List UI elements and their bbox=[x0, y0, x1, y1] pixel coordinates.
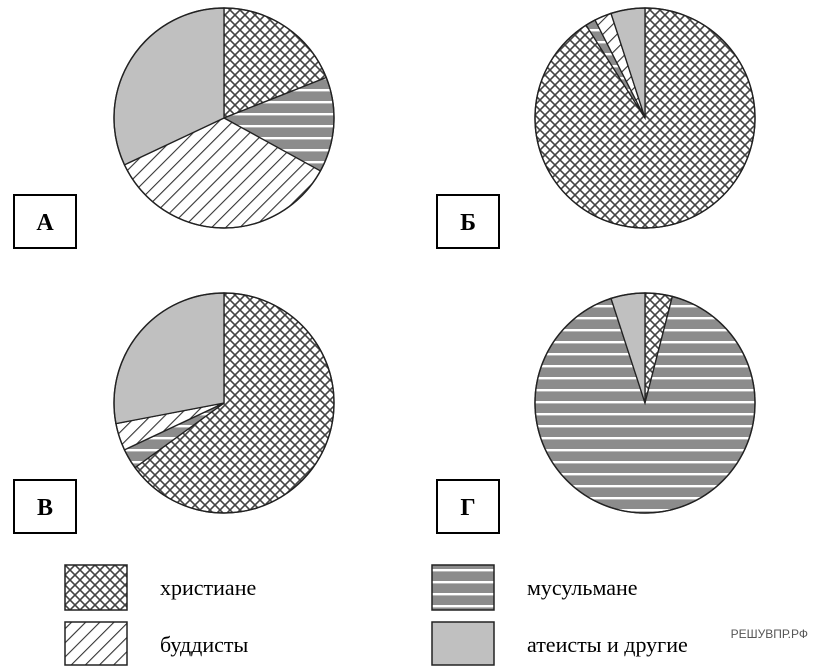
pie-g bbox=[534, 292, 756, 514]
pie-v-label-box: В bbox=[13, 479, 77, 534]
pie-b-label-box: Б bbox=[436, 194, 500, 249]
pie-outline bbox=[534, 7, 756, 229]
legend: христиане буддисты мусульмане атеисты и … bbox=[64, 564, 688, 666]
pie-g-label-box: Г bbox=[436, 479, 500, 534]
legend-swatch-atheist bbox=[431, 621, 495, 666]
legend-item-buddhist: буддисты bbox=[64, 621, 249, 666]
pie-a bbox=[113, 7, 335, 229]
legend-item-christian: христиане bbox=[64, 564, 256, 611]
pie-v-label: В bbox=[37, 495, 53, 521]
legend-swatch-muslim bbox=[431, 564, 495, 611]
pie-b-label: Б bbox=[460, 210, 476, 236]
pie-g-label: Г bbox=[460, 495, 475, 521]
pie-v bbox=[113, 292, 335, 514]
watermark: РЕШУВПР.РФ bbox=[731, 627, 808, 641]
pie-a-label-box: А bbox=[13, 194, 77, 249]
legend-label-christian: христиане bbox=[160, 575, 256, 600]
pie-slice-atheist bbox=[113, 292, 225, 425]
legend-swatch-buddhist bbox=[64, 621, 128, 666]
legend-swatch-christian bbox=[64, 564, 128, 611]
legend-label-atheist: атеисты и другие bbox=[527, 632, 688, 657]
pie-outline bbox=[113, 7, 335, 229]
legend-item-atheist: атеисты и другие bbox=[431, 621, 688, 666]
pie-outline bbox=[113, 292, 335, 514]
pie-outline bbox=[534, 292, 756, 514]
legend-item-muslim: мусульмане bbox=[431, 564, 638, 611]
pie-a-label: А bbox=[36, 210, 54, 236]
legend-label-muslim: мусульмане bbox=[527, 575, 638, 600]
legend-label-buddhist: буддисты bbox=[160, 632, 249, 657]
pie-b bbox=[534, 7, 756, 229]
